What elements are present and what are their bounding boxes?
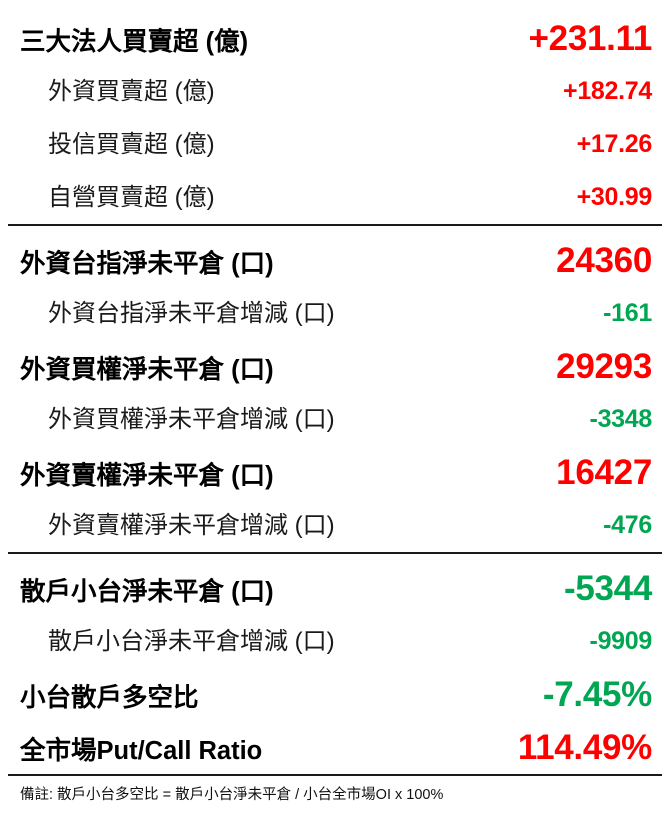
stat-value-positive: +17.26	[576, 130, 653, 158]
stat-value-positive: +231.11	[528, 19, 653, 58]
stat-value-positive: 114.49%	[517, 728, 652, 767]
stat-value-negative: -161	[603, 299, 652, 327]
stat-value-positive: 29293	[556, 347, 652, 386]
section-spacer	[0, 226, 670, 234]
stat-value-negative: -7.45%	[542, 675, 652, 714]
stat-subrow: 投信買賣超 (億) +17.26	[0, 118, 670, 171]
section-institutional-net-buy: 三大法人買賣超 (億) +231.11 外資買賣超 (億) +182.74 投信買賣超 …	[0, 12, 670, 224]
stat-label: 三大法人買賣超 (億)	[20, 28, 249, 56]
section-retail-and-ratios: 散戶小台淨未平倉 (口) -5344 散戶小台淨未平倉增減 (口) -9909 小台散戶…	[0, 562, 670, 774]
stat-row: 小台散戶多空比 -7.45%	[0, 668, 670, 721]
stat-row: 三大法人買賣超 (億) +231.11	[0, 12, 670, 65]
stat-label: 小台散戶多空比	[20, 684, 199, 712]
stat-value-positive: +182.74	[563, 77, 652, 105]
stat-label: 外資台指淨未平倉增減 (口)	[48, 300, 335, 327]
stat-subrow: 外資台指淨未平倉增減 (口) -161	[0, 287, 670, 340]
stat-label: 散戶小台淨未平倉增減 (口)	[48, 628, 335, 655]
stat-value-negative: -5344	[563, 569, 652, 608]
stat-row: 全市場Put/Call Ratio 114.49%	[0, 721, 670, 774]
stat-row: 外資賣權淨未平倉 (口) 16427	[0, 446, 670, 499]
stat-label: 外資賣權淨未平倉增減 (口)	[48, 512, 335, 539]
stat-row: 散戶小台淨未平倉 (口) -5344	[0, 562, 670, 615]
section-divider	[8, 224, 662, 226]
section-spacer	[0, 554, 670, 562]
footnote-text: 備註: 散戶小台多空比 = 散戶小台淨未平倉 / 小台全市場OI x 100%	[20, 787, 444, 803]
stat-subrow: 外資買權淨未平倉增減 (口) -3348	[0, 393, 670, 446]
stat-value-positive: 24360	[556, 241, 652, 280]
stat-subrow: 散戶小台淨未平倉增減 (口) -9909	[0, 615, 670, 668]
stat-value-negative: -9909	[589, 627, 653, 655]
stat-row: 外資台指淨未平倉 (口) 24360	[0, 234, 670, 287]
stat-subrow: 外資賣權淨未平倉增減 (口) -476	[0, 499, 670, 552]
stat-value-negative: -3348	[589, 405, 653, 433]
stat-label: 全市場Put/Call Ratio	[20, 737, 263, 765]
section-divider	[8, 552, 662, 554]
section-divider	[8, 774, 662, 776]
stat-row: 外資買權淨未平倉 (口) 29293	[0, 340, 670, 393]
stat-value-positive: +30.99	[576, 183, 653, 211]
stat-label: 投信買賣超 (億)	[48, 131, 215, 158]
stat-label: 外資買權淨未平倉增減 (口)	[48, 406, 335, 433]
stat-label: 散戶小台淨未平倉 (口)	[20, 578, 274, 606]
stat-value-negative: -476	[603, 511, 652, 539]
stat-label: 自營買賣超 (億)	[48, 184, 215, 211]
stat-subrow: 自營買賣超 (億) +30.99	[0, 171, 670, 224]
section-foreign-open-interest: 外資台指淨未平倉 (口) 24360 外資台指淨未平倉增減 (口) -161 外資買權淨…	[0, 234, 670, 552]
top-spacer	[0, 0, 670, 12]
sections-container: 三大法人買賣超 (億) +231.11 外資買賣超 (億) +182.74 投信買賣超 …	[0, 12, 670, 776]
stat-subrow: 外資買賣超 (億) +182.74	[0, 65, 670, 118]
stat-label: 外資台指淨未平倉 (口)	[20, 250, 274, 278]
stat-value-positive: 16427	[556, 453, 652, 492]
stat-label: 外資賣權淨未平倉 (口)	[20, 462, 274, 490]
stat-label: 外資買賣超 (億)	[48, 78, 215, 105]
stat-label: 外資買權淨未平倉 (口)	[20, 356, 274, 384]
